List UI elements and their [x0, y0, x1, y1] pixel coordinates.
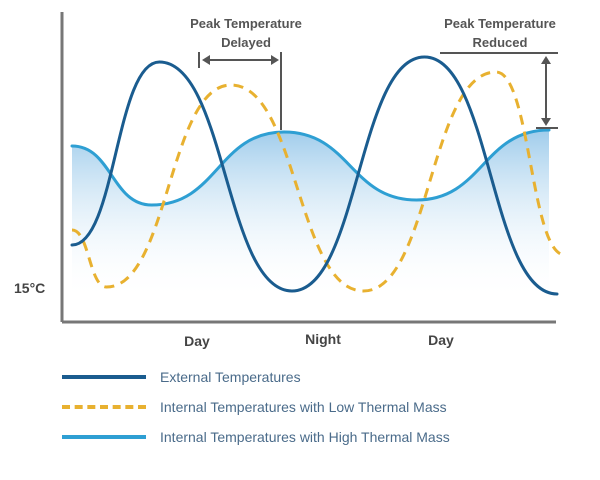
legend-label-external: External Temperatures — [160, 369, 301, 385]
x-tick-label-night: Night — [305, 331, 341, 347]
delayed-arrowhead-right — [271, 55, 279, 65]
series-line-low-mass — [71, 70, 566, 293]
series-line-external — [70, 55, 559, 296]
legend-swatch-low-mass — [62, 405, 146, 409]
legend-item-low-mass: Internal Temperatures with Low Thermal M… — [62, 392, 450, 422]
delayed-arrowhead-left — [202, 55, 210, 65]
annotation-delayed-line1: Peak Temperature — [190, 16, 302, 31]
reduced-arrowhead-top — [541, 56, 551, 64]
legend-label-high-mass: Internal Temperatures with High Thermal … — [160, 429, 450, 445]
high-mass-shading — [72, 130, 549, 300]
tick-labels: 15°C Day Night Day — [14, 280, 454, 349]
high-mass-area — [72, 130, 549, 300]
legend: External Temperatures Internal Temperatu… — [62, 362, 450, 452]
annotation-reduced-line1: Peak Temperature — [444, 16, 556, 31]
reduced-arrowhead-bottom — [541, 118, 551, 126]
annotation-reduced-line2: Reduced — [473, 35, 528, 50]
legend-item-external: External Temperatures — [62, 362, 450, 392]
chart: Peak Temperature Delayed Peak Temperatur… — [14, 12, 566, 349]
legend-swatch-high-mass — [62, 435, 146, 439]
series-line-high-mass — [70, 128, 551, 207]
legend-label-low-mass: Internal Temperatures with Low Thermal M… — [160, 399, 447, 415]
legend-item-high-mass: Internal Temperatures with High Thermal … — [62, 422, 450, 452]
x-tick-label-day-2: Day — [428, 332, 454, 348]
annotations: Peak Temperature Delayed Peak Temperatur… — [190, 16, 558, 130]
legend-swatch-external — [62, 375, 146, 379]
x-tick-label-day-1: Day — [184, 333, 210, 349]
y-tick-label: 15°C — [14, 280, 45, 296]
annotation-delayed-line2: Delayed — [221, 35, 271, 50]
